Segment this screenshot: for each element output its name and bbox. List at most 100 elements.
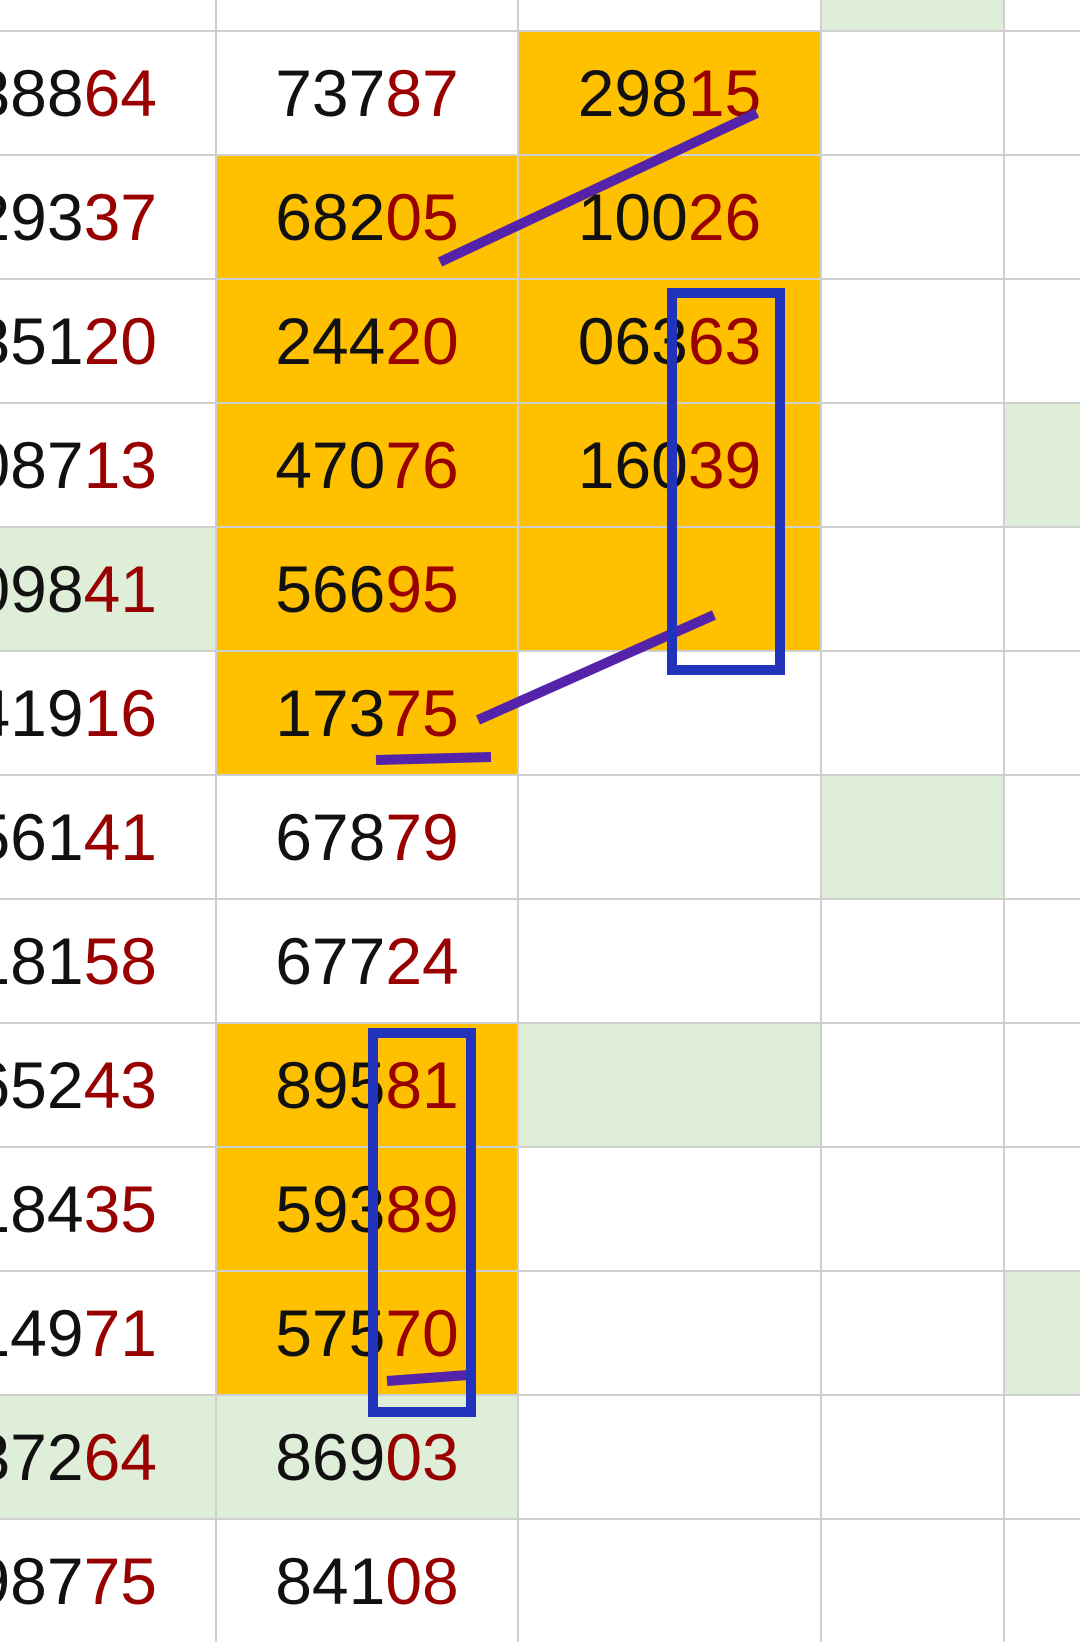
value-trailing-digits: 39 bbox=[687, 428, 762, 502]
cell-e-row-1[interactable] bbox=[1005, 32, 1080, 154]
cell-value: 08713 bbox=[0, 404, 157, 526]
cell-b-row-6[interactable]: 17375 bbox=[217, 652, 517, 774]
cell-b-row-7[interactable]: 67879 bbox=[217, 776, 517, 898]
cell-e-row-0[interactable] bbox=[1005, 0, 1080, 30]
value-leading-digits: 470 bbox=[275, 428, 386, 502]
cell-b-row-0[interactable] bbox=[217, 0, 517, 30]
value-leading-digits: 293 bbox=[0, 180, 84, 254]
cell-e-row-7[interactable] bbox=[1005, 776, 1080, 898]
cell-a-row-1[interactable]: 38864 bbox=[0, 32, 215, 154]
cell-e-row-8[interactable] bbox=[1005, 900, 1080, 1022]
value-leading-digits: 419 bbox=[0, 676, 84, 750]
cell-e-row-4[interactable] bbox=[1005, 404, 1080, 526]
cell-a-row-13[interactable]: 98775 bbox=[0, 1520, 215, 1642]
cell-d-row-8[interactable] bbox=[822, 900, 1003, 1022]
cell-a-row-6[interactable]: 41916 bbox=[0, 652, 215, 774]
value-trailing-digits: 20 bbox=[83, 304, 157, 378]
value-leading-digits: 388 bbox=[0, 56, 84, 130]
cell-value: 18158 bbox=[0, 900, 157, 1022]
cell-d-row-5[interactable] bbox=[822, 528, 1003, 650]
cell-b-row-9[interactable]: 89581 bbox=[217, 1024, 517, 1146]
cell-value: 57570 bbox=[275, 1296, 459, 1370]
value-leading-digits: 737 bbox=[275, 56, 386, 130]
cell-b-row-4[interactable]: 47076 bbox=[217, 404, 517, 526]
value-leading-digits: 372 bbox=[0, 1420, 84, 1494]
cell-d-row-11[interactable] bbox=[822, 1272, 1003, 1394]
cell-e-row-6[interactable] bbox=[1005, 652, 1080, 774]
cell-c-row-12[interactable] bbox=[519, 1396, 820, 1518]
cell-a-row-0[interactable] bbox=[0, 0, 215, 30]
cell-c-row-8[interactable] bbox=[519, 900, 820, 1022]
value-trailing-digits: 26 bbox=[687, 180, 762, 254]
value-leading-digits: 987 bbox=[0, 1544, 84, 1618]
cell-e-row-12[interactable] bbox=[1005, 1396, 1080, 1518]
cell-c-row-13[interactable] bbox=[519, 1520, 820, 1642]
value-trailing-digits: 81 bbox=[385, 1048, 459, 1122]
cell-e-row-11[interactable] bbox=[1005, 1272, 1080, 1394]
cell-d-row-13[interactable] bbox=[822, 1520, 1003, 1642]
cell-a-row-3[interactable]: 35120 bbox=[0, 280, 215, 402]
cell-d-row-2[interactable] bbox=[822, 156, 1003, 278]
cell-a-row-2[interactable]: 29337 bbox=[0, 156, 215, 278]
cell-a-row-11[interactable]: 14971 bbox=[0, 1272, 215, 1394]
value-leading-digits: 593 bbox=[275, 1172, 386, 1246]
cell-b-row-8[interactable]: 67724 bbox=[217, 900, 517, 1022]
value-trailing-digits: 64 bbox=[83, 56, 157, 130]
cell-value: 98775 bbox=[0, 1520, 157, 1642]
cell-d-row-6[interactable] bbox=[822, 652, 1003, 774]
cell-d-row-3[interactable] bbox=[822, 280, 1003, 402]
cell-b-row-12[interactable]: 86903 bbox=[217, 1396, 517, 1518]
value-leading-digits: 160 bbox=[577, 428, 688, 502]
cell-c-row-0[interactable] bbox=[519, 0, 820, 30]
cell-a-row-9[interactable]: 65243 bbox=[0, 1024, 215, 1146]
cell-a-row-8[interactable]: 18158 bbox=[0, 900, 215, 1022]
cell-d-row-12[interactable] bbox=[822, 1396, 1003, 1518]
cell-d-row-1[interactable] bbox=[822, 32, 1003, 154]
cell-b-row-5[interactable]: 56695 bbox=[217, 528, 517, 650]
cell-b-row-1[interactable]: 73787 bbox=[217, 32, 517, 154]
cell-a-row-5[interactable]: 09841 bbox=[0, 528, 215, 650]
cell-c-row-2[interactable]: 10026 bbox=[519, 156, 820, 278]
cell-b-row-11[interactable]: 57570 bbox=[217, 1272, 517, 1394]
cell-c-row-6[interactable] bbox=[519, 652, 820, 774]
cell-d-row-7[interactable] bbox=[822, 776, 1003, 898]
cell-d-row-9[interactable] bbox=[822, 1024, 1003, 1146]
cell-c-row-7[interactable] bbox=[519, 776, 820, 898]
value-leading-digits: 869 bbox=[275, 1420, 386, 1494]
value-trailing-digits: 37 bbox=[83, 180, 157, 254]
value-leading-digits: 677 bbox=[275, 924, 386, 998]
cell-e-row-9[interactable] bbox=[1005, 1024, 1080, 1146]
cell-e-row-13[interactable] bbox=[1005, 1520, 1080, 1642]
cell-b-row-3[interactable]: 24420 bbox=[217, 280, 517, 402]
cell-a-row-4[interactable]: 08713 bbox=[0, 404, 215, 526]
value-leading-digits: 087 bbox=[0, 428, 84, 502]
cell-d-row-4[interactable] bbox=[822, 404, 1003, 526]
value-trailing-digits: 41 bbox=[83, 800, 157, 874]
cell-b-row-2[interactable]: 68205 bbox=[217, 156, 517, 278]
cell-e-row-3[interactable] bbox=[1005, 280, 1080, 402]
cell-value: 86903 bbox=[275, 1420, 459, 1494]
cell-d-row-0[interactable] bbox=[822, 0, 1003, 30]
cell-value: 10026 bbox=[578, 180, 762, 254]
value-leading-digits: 678 bbox=[275, 800, 386, 874]
cell-value: 09841 bbox=[0, 528, 157, 650]
cell-c-row-3[interactable]: 06363 bbox=[519, 280, 820, 402]
cell-d-row-10[interactable] bbox=[822, 1148, 1003, 1270]
cell-a-row-12[interactable]: 37264 bbox=[0, 1396, 215, 1518]
cell-c-row-10[interactable] bbox=[519, 1148, 820, 1270]
cell-c-row-9[interactable] bbox=[519, 1024, 820, 1146]
cell-c-row-1[interactable]: 29815 bbox=[519, 32, 820, 154]
cell-e-row-10[interactable] bbox=[1005, 1148, 1080, 1270]
cell-c-row-4[interactable]: 16039 bbox=[519, 404, 820, 526]
cell-value: 14971 bbox=[0, 1272, 157, 1394]
cell-c-row-5[interactable] bbox=[519, 528, 820, 650]
cell-b-row-10[interactable]: 59389 bbox=[217, 1148, 517, 1270]
cell-b-row-13[interactable]: 84108 bbox=[217, 1520, 517, 1642]
cell-c-row-11[interactable] bbox=[519, 1272, 820, 1394]
cell-e-row-2[interactable] bbox=[1005, 156, 1080, 278]
cell-e-row-5[interactable] bbox=[1005, 528, 1080, 650]
cell-value: 84108 bbox=[275, 1544, 459, 1618]
